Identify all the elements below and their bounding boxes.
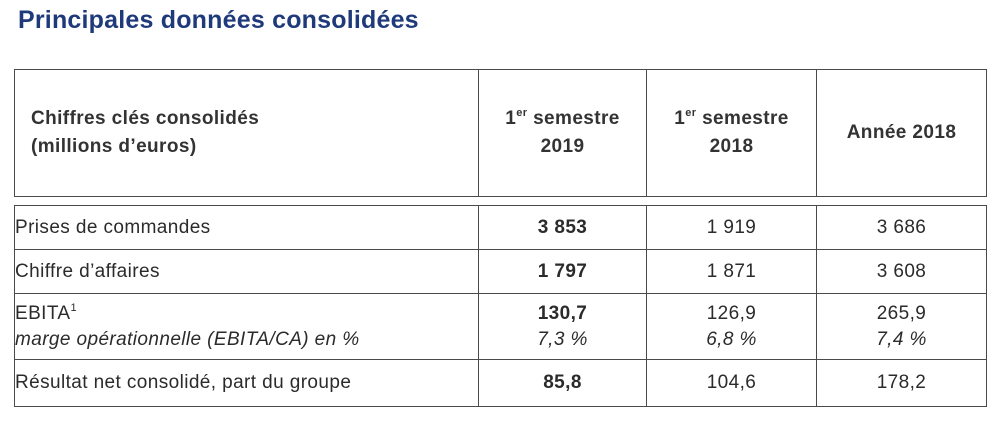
footnote-marker: 1: [70, 301, 78, 314]
page-title: Principales données consolidées: [18, 6, 419, 34]
header-year-2018: Année 2018: [816, 69, 987, 197]
value-h1-2018: 126,9 6,8 %: [646, 293, 817, 360]
value-h1-2019: 3 853: [478, 205, 647, 250]
value-h1-2018: 104,6: [646, 359, 817, 407]
value-h1-2019: 130,7 7,3 %: [478, 293, 647, 360]
row-label: Résultat net consolidé, part du groupe: [14, 359, 479, 407]
row-label: Chiffre d’affaires: [14, 249, 479, 294]
value-h1-2019: 1 797: [478, 249, 647, 294]
header-key-figures: Chiffres clés consolidés (millions d’eur…: [14, 69, 479, 197]
header-h1-2019: 1er semestre 2019: [478, 69, 647, 197]
value-year-2018: 3 686: [816, 205, 987, 250]
table-header-row: Chiffres clés consolidés (millions d’eur…: [14, 69, 987, 197]
table-row-orders: Prises de commandes 3 853 1 919 3 686: [14, 205, 987, 250]
row-label: EBITA1 marge opérationnelle (EBITA/CA) e…: [14, 293, 479, 360]
value-h1-2018: 1 871: [646, 249, 817, 294]
value-h1-2018: 1 919: [646, 205, 817, 250]
table-row-revenue: Chiffre d’affaires 1 797 1 871 3 608: [14, 249, 987, 294]
value-year-2018: 178,2: [816, 359, 987, 407]
table-row-net-income: Résultat net consolidé, part du groupe 8…: [14, 359, 987, 407]
row-label: Prises de commandes: [14, 205, 479, 250]
value-year-2018: 3 608: [816, 249, 987, 294]
value-year-2018: 265,9 7,4 %: [816, 293, 987, 360]
key-figures-table: Chiffres clés consolidés (millions d’eur…: [14, 69, 987, 407]
row-sublabel: marge opérationnelle (EBITA/CA) en %: [15, 328, 360, 350]
value-h1-2019: 85,8: [478, 359, 647, 407]
header-h1-2018: 1er semestre 2018: [646, 69, 817, 197]
table-spacer: [14, 196, 987, 206]
table-row-ebita: EBITA1 marge opérationnelle (EBITA/CA) e…: [14, 293, 987, 360]
